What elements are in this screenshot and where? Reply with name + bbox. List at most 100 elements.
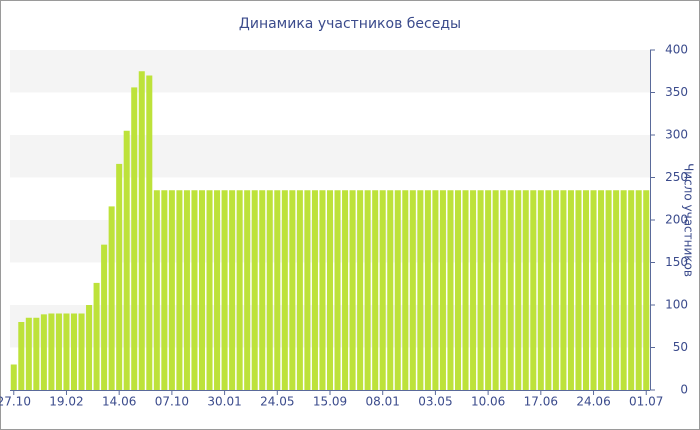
x-tick-label: 19.02 — [49, 395, 83, 409]
bar — [507, 190, 514, 390]
x-tick-label: 07.10 — [155, 395, 189, 409]
bar — [326, 190, 334, 390]
bar — [86, 305, 93, 390]
x-tick-label: 03.05 — [418, 395, 452, 409]
bar — [25, 317, 32, 390]
bar — [567, 190, 574, 390]
bar — [364, 190, 371, 390]
bar — [116, 163, 123, 390]
bar — [342, 190, 349, 390]
bar — [198, 190, 206, 390]
bar — [289, 190, 296, 390]
x-tick-label: 24.06 — [576, 395, 610, 409]
bar — [470, 190, 477, 390]
bar — [251, 190, 258, 390]
bar — [259, 190, 266, 390]
bar — [552, 190, 559, 390]
bar — [48, 313, 55, 390]
bar — [613, 190, 620, 390]
bar — [266, 190, 273, 390]
bar — [402, 190, 409, 390]
bar — [424, 190, 431, 390]
bar — [40, 314, 47, 390]
grid-band — [10, 50, 650, 93]
bar — [628, 190, 635, 390]
bar — [620, 190, 627, 390]
x-tick-label: 17.06 — [524, 395, 558, 409]
x-tick-label: 15.09 — [313, 395, 347, 409]
bar — [93, 282, 100, 390]
bar — [635, 190, 642, 390]
bar — [229, 190, 236, 390]
x-tick-label: 24.05 — [260, 395, 294, 409]
bar — [18, 322, 25, 390]
x-tick-label: 08.01 — [366, 395, 400, 409]
bar — [485, 190, 492, 390]
bar — [530, 190, 537, 390]
bar — [357, 190, 364, 390]
x-tick-label: 01.07 — [629, 395, 663, 409]
y-tick-label: 150 — [665, 255, 688, 269]
x-tick-label: 14.06 — [102, 395, 136, 409]
bar — [33, 317, 40, 390]
x-tick-label: 10.06 — [471, 395, 505, 409]
bar — [153, 190, 160, 390]
bar — [176, 190, 183, 390]
bar — [334, 190, 341, 390]
bar — [55, 313, 62, 390]
y-tick-label: 100 — [665, 298, 688, 312]
bar — [108, 206, 115, 390]
bar — [387, 190, 394, 390]
bar — [447, 190, 454, 390]
y-tick-label: 350 — [665, 85, 688, 99]
bar — [214, 190, 221, 390]
bar — [319, 190, 326, 390]
bar — [304, 190, 311, 390]
y-tick-label: 250 — [665, 170, 688, 184]
y-tick-label: 50 — [673, 340, 688, 354]
bar — [492, 190, 499, 390]
bar — [500, 190, 507, 390]
y-tick-label: 300 — [665, 128, 688, 142]
y-tick-label: 200 — [665, 213, 688, 227]
bar — [63, 313, 70, 390]
x-tick-label: 30.01 — [207, 395, 241, 409]
bar — [183, 190, 190, 390]
bar — [605, 190, 612, 390]
bar — [281, 190, 288, 390]
bar — [78, 313, 85, 390]
bar — [161, 190, 168, 390]
y-tick-label: 400 — [665, 43, 688, 57]
bar — [206, 190, 213, 390]
bar — [582, 190, 590, 390]
x-tick-label: 27.10 — [0, 395, 31, 409]
bar — [560, 190, 567, 390]
bar — [537, 190, 544, 390]
bar — [462, 190, 469, 390]
bar — [575, 190, 582, 390]
bar — [349, 190, 356, 390]
bar — [643, 190, 650, 390]
bar — [379, 190, 386, 390]
bar — [101, 244, 108, 390]
bar — [515, 190, 522, 390]
bar — [394, 190, 401, 390]
bar — [138, 71, 145, 390]
bar — [545, 190, 552, 390]
bar — [439, 190, 446, 390]
bar — [477, 190, 484, 390]
bar — [146, 75, 153, 390]
bar — [274, 190, 281, 390]
bar — [409, 190, 416, 390]
bar — [311, 190, 318, 390]
bar — [372, 190, 379, 390]
bar — [168, 190, 175, 390]
bar — [191, 190, 198, 390]
chart-title: Динамика участников беседы — [239, 16, 461, 32]
bar — [522, 190, 529, 390]
bar — [131, 87, 138, 391]
bar — [244, 190, 251, 390]
bar — [598, 190, 605, 390]
y-tick-label: 0 — [680, 383, 688, 397]
